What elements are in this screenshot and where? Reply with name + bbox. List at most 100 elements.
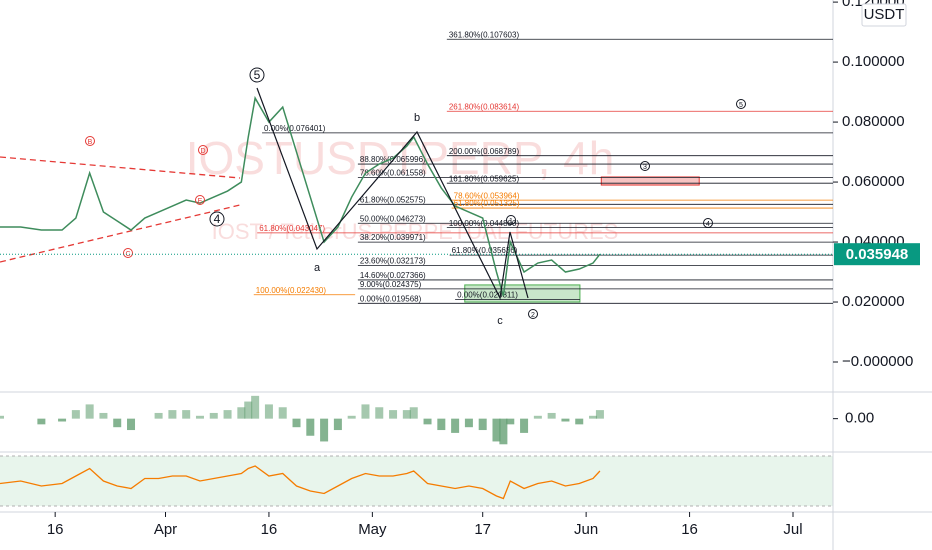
x-tick-label: 16 xyxy=(681,521,698,538)
fib-label: 0.00%(0.020811) xyxy=(457,291,518,300)
x-tick-label: Jun xyxy=(574,521,598,538)
histogram-bar xyxy=(154,412,163,419)
histogram-bar xyxy=(402,410,411,419)
wave-label: b xyxy=(414,112,420,124)
histogram-bar xyxy=(595,410,604,419)
histogram-bar xyxy=(292,418,301,428)
histogram-bar xyxy=(37,418,46,425)
wave-label: 4 xyxy=(214,212,221,226)
wave-label: 2 xyxy=(531,312,535,319)
wave-circle xyxy=(506,215,516,225)
y-tick-label: 0.080000 xyxy=(842,113,905,130)
fib-label: 14.60%(0.027366) xyxy=(360,271,426,280)
histogram-bar xyxy=(389,410,398,419)
histogram-bar xyxy=(0,415,4,419)
x-tick-label: 16 xyxy=(47,521,64,538)
wave-circle xyxy=(703,218,713,228)
histogram-bar xyxy=(195,415,204,419)
histogram-bar xyxy=(209,412,218,419)
trend-line xyxy=(0,156,241,179)
overlay: 5 4 a b c 1 2 3 4 5 B C D E USDT 0.035948 xyxy=(0,3,920,327)
fib-label: 200.00%(0.068789) xyxy=(449,147,520,156)
histogram-bar xyxy=(251,395,260,419)
fib-label: 0.00%(0.019568) xyxy=(360,294,422,303)
wave-circle xyxy=(640,161,650,171)
wave-label: 4 xyxy=(706,221,710,228)
fib-label: 61.80%(0.035636) xyxy=(452,246,518,255)
histogram-bar xyxy=(464,418,473,428)
wave-drawing xyxy=(256,87,529,300)
histogram-bar xyxy=(437,418,446,431)
price-line xyxy=(0,95,601,297)
wave-label: C xyxy=(125,251,130,258)
histogram-bar xyxy=(375,407,384,419)
zone xyxy=(600,176,700,186)
histogram-bar xyxy=(520,418,529,433)
wave-label: 3 xyxy=(643,164,647,171)
fib-label: 38.20%(0.039971) xyxy=(360,233,426,242)
fib-label: 78.60%(0.061558) xyxy=(360,168,426,177)
histogram-bar xyxy=(506,418,515,425)
wave-label: 5 xyxy=(739,102,743,109)
histogram-bar xyxy=(347,415,356,419)
fib-label: 61.80%(0.043047) xyxy=(259,224,325,233)
oscillator-band xyxy=(0,456,833,506)
wave-circle xyxy=(209,211,225,227)
histogram-bar xyxy=(561,418,570,422)
histogram-bar xyxy=(547,412,556,419)
fib-label: 261.80%(0.083614) xyxy=(449,102,520,111)
histogram-bar xyxy=(409,407,418,419)
histogram-bar xyxy=(113,418,122,428)
y-tick-label: 0.060000 xyxy=(842,173,905,190)
wave-label: D xyxy=(200,148,205,155)
watermark: IOSTUSDTPERP, 4h xyxy=(186,132,615,184)
trend-line xyxy=(0,204,241,263)
histogram-bar xyxy=(85,404,94,419)
fib-label: 61.80%(0.051325) xyxy=(454,199,520,208)
wave-circle xyxy=(249,67,265,83)
histogram-bar xyxy=(223,410,232,419)
histogram-bar xyxy=(58,418,67,422)
last-price-box xyxy=(834,243,920,266)
x-tick-label: 16 xyxy=(261,521,278,538)
histogram-bar xyxy=(237,407,246,419)
histogram-bar xyxy=(333,418,342,431)
y-tick-label: 0.100000 xyxy=(842,53,905,70)
wave-label: 1 xyxy=(509,218,513,225)
histogram-bar xyxy=(278,407,287,419)
histogram-bar xyxy=(533,415,542,419)
y-tick-label: 0.020000 xyxy=(842,293,905,310)
last-price-label: 0.035948 xyxy=(846,246,909,263)
fib-label: 161.80%(0.059625) xyxy=(449,174,520,183)
fib-label: 61.80%(0.052575) xyxy=(360,195,426,204)
histogram-bar xyxy=(71,410,80,419)
fib-label: 9.00%(0.024375) xyxy=(360,280,422,289)
wave-circle xyxy=(198,145,208,155)
histogram-bar xyxy=(306,418,315,436)
fib-label: 361.80%(0.107603) xyxy=(449,30,520,39)
currency-box xyxy=(861,3,907,27)
fib-label: 78.60%(0.053964) xyxy=(454,191,520,200)
histogram-bar xyxy=(182,410,191,419)
fib-label: 23.60%(0.032173) xyxy=(360,257,426,266)
x-tick-label: 17 xyxy=(474,521,491,538)
wave-circle xyxy=(528,309,538,319)
histogram-bar xyxy=(99,412,108,419)
histogram-bar xyxy=(575,418,584,425)
histogram-bar xyxy=(320,418,329,442)
wave-label: a xyxy=(314,262,321,274)
fib-label: 0.00%(0.076401) xyxy=(264,124,326,133)
histogram-bar xyxy=(244,401,253,419)
wave-label: c xyxy=(497,315,503,327)
histogram-bar xyxy=(499,418,508,445)
histogram-bar xyxy=(127,418,136,431)
fib-label: 50.00%(0.046273) xyxy=(360,214,426,223)
y-tick-label: 0.00 xyxy=(845,410,874,427)
wave-circle xyxy=(736,99,746,109)
x-tick-label: Apr xyxy=(154,521,177,538)
x-tick-label: May xyxy=(358,521,387,538)
wave-label: B xyxy=(88,139,93,146)
histogram-bar xyxy=(361,404,370,419)
histogram-bar xyxy=(451,418,460,433)
